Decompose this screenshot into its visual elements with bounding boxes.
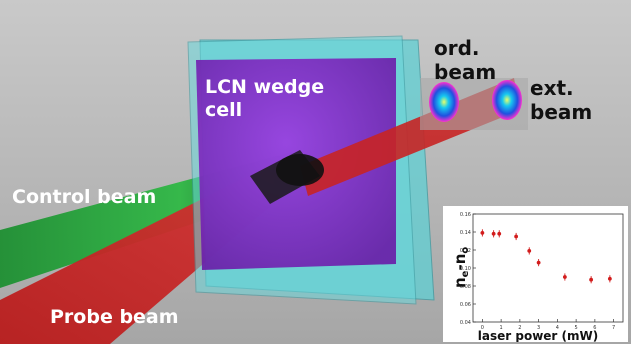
x-ticks: 0 1 2 3 4 5 6 7 <box>481 319 615 331</box>
y-tick-label: 0.14 <box>460 230 471 236</box>
data-point <box>491 231 496 236</box>
data-point <box>480 231 485 235</box>
probe-beam-label: Probe beam <box>50 306 179 328</box>
x-tick-label: 5 <box>575 325 578 331</box>
y-tick-label: 0.10 <box>460 266 471 272</box>
y-tick-label: 0.06 <box>460 302 471 308</box>
ordinary-spot <box>429 82 459 122</box>
x-tick-label: 3 <box>537 325 540 331</box>
inset-chart: 0.04 0.06 0.08 0.10 0.12 0.14 0.16 0 1 2 3 4 5 6 7 ne… <box>443 206 628 342</box>
data-point <box>607 276 612 281</box>
data-point <box>527 249 532 253</box>
y-tick-label: 0.12 <box>460 248 471 254</box>
x-tick-label: 2 <box>518 325 521 331</box>
beam-spot-on-cell <box>276 154 324 186</box>
data-point <box>497 231 502 236</box>
plot-frame <box>472 213 624 323</box>
chart-svg: 0.04 0.06 0.08 0.10 0.12 0.14 0.16 0 1 2 3 4 5 6 7 ne… <box>451 212 624 342</box>
data-point <box>562 275 567 279</box>
chart-axes <box>472 213 624 323</box>
y-ticks: 0.04 0.06 0.08 0.10 0.12 0.14 0.16 <box>460 212 476 326</box>
control-beam-label: Control beam <box>12 186 157 208</box>
extraordinary-spot <box>492 80 522 120</box>
x-axis-label: laser power (mW) <box>478 329 598 342</box>
cell-label: LCN wedge cell <box>205 76 325 121</box>
data-points <box>480 229 612 284</box>
x-tick-label: 4 <box>556 325 559 331</box>
x-tick-label: 7 <box>612 325 615 331</box>
y-tick-label: 0.16 <box>460 212 471 218</box>
ordinary-beam-label: ord. beam <box>434 36 497 84</box>
y-tick-label: 0.08 <box>460 284 471 290</box>
x-tick-label: 0 <box>481 325 484 331</box>
y-tick-label: 0.04 <box>460 320 471 326</box>
x-tick-label: 6 <box>593 325 596 331</box>
data-point <box>589 277 594 282</box>
data-point <box>536 260 541 265</box>
data-point <box>514 234 519 239</box>
extraordinary-beam-label: ext. beam <box>530 76 593 124</box>
x-tick-label: 1 <box>500 325 503 331</box>
y-axis-label: ne-no <box>451 247 471 288</box>
